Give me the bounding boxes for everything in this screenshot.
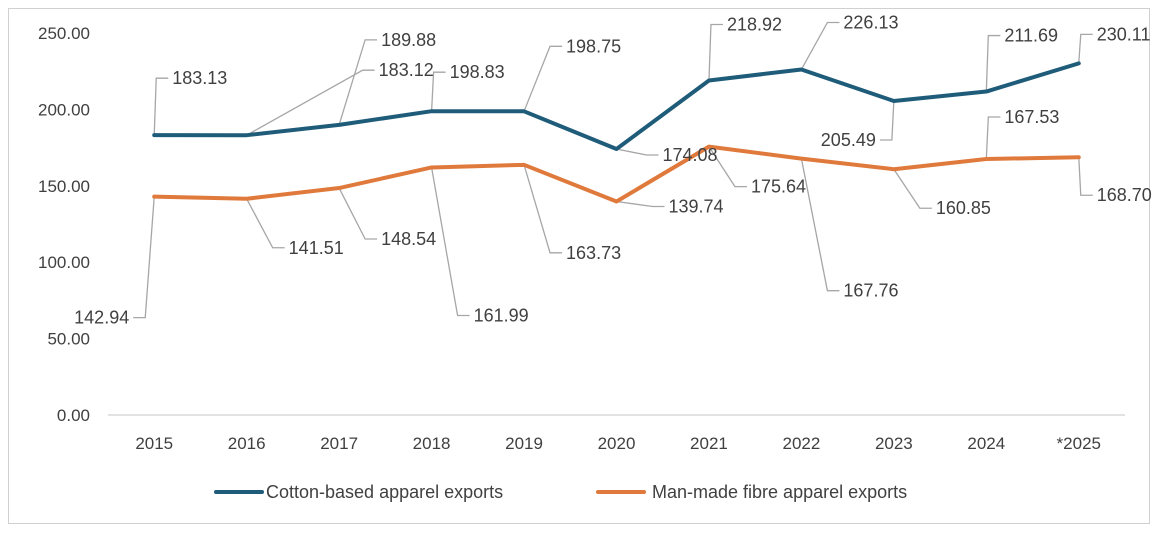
data-label: 183.13 xyxy=(172,68,227,88)
series-lines xyxy=(152,61,1081,204)
legend-label: Man-made fibre apparel exports xyxy=(652,482,907,502)
data-label: 218.92 xyxy=(727,14,782,34)
leader-line xyxy=(246,198,285,249)
data-label: 167.76 xyxy=(843,281,898,301)
legend-label: Cotton-based apparel exports xyxy=(266,482,503,502)
y-tick-label: 200.00 xyxy=(38,100,90,119)
leader-line xyxy=(246,69,375,136)
data-label: 174.08 xyxy=(663,145,718,165)
series-line xyxy=(152,61,1081,152)
leader-line xyxy=(616,200,665,208)
data-label: 161.99 xyxy=(474,305,529,325)
leader-line xyxy=(523,45,563,112)
leader-line xyxy=(430,71,446,112)
leader-line xyxy=(1078,33,1093,64)
x-tick-label: 2024 xyxy=(967,434,1005,453)
data-label: 198.83 xyxy=(450,62,505,82)
x-tick-label: 2022 xyxy=(782,434,820,453)
x-axis: 2015 2016 2017 2018 2019 2020 2021 2022 2023 2024… xyxy=(135,434,1101,453)
leader-line xyxy=(800,21,840,70)
data-label: 141.51 xyxy=(289,238,344,258)
data-label: 226.13 xyxy=(843,12,898,32)
y-tick-label: 100.00 xyxy=(38,253,90,272)
leader-line xyxy=(523,164,563,254)
leader-line xyxy=(133,196,155,319)
x-tick-label: 2015 xyxy=(135,434,173,453)
leader-line xyxy=(708,23,723,81)
y-tick-label: 250.00 xyxy=(38,24,90,43)
series-line xyxy=(152,144,1081,204)
leader-line xyxy=(879,100,895,141)
leader-line xyxy=(893,168,932,209)
data-label: 142.94 xyxy=(74,308,129,328)
x-tick-label: 2021 xyxy=(690,434,728,453)
data-label: 230.11 xyxy=(1097,24,1151,44)
x-tick-label: 2020 xyxy=(598,434,636,453)
x-tick-label: 2016 xyxy=(228,434,266,453)
leader-line xyxy=(153,77,169,136)
x-tick-label: *2025 xyxy=(1057,434,1101,453)
y-axis: 0.00 50.00 100.00 150.00 200.00 250.00 xyxy=(38,24,90,425)
leader-line xyxy=(430,167,470,317)
x-tick-label: 2023 xyxy=(875,434,913,453)
leader-line xyxy=(338,39,378,126)
data-label: 139.74 xyxy=(669,196,724,216)
y-tick-label: 150.00 xyxy=(38,177,90,196)
y-tick-label: 0.00 xyxy=(57,406,90,425)
data-label: 167.53 xyxy=(1004,107,1059,127)
data-label: 168.70 xyxy=(1097,185,1152,205)
leader-line xyxy=(800,158,840,292)
data-label: 189.88 xyxy=(381,30,436,50)
leader-line xyxy=(1078,157,1093,196)
x-tick-label: 2017 xyxy=(320,434,358,453)
data-label: 211.69 xyxy=(1004,26,1058,46)
x-tick-label: 2018 xyxy=(413,434,451,453)
leader-line xyxy=(985,116,1001,160)
leader-lines xyxy=(133,21,1093,319)
data-label: 205.49 xyxy=(821,130,876,150)
leader-line xyxy=(708,146,747,188)
legend: Cotton-based apparel exports Man-made fib… xyxy=(214,482,907,502)
data-label: 183.12 xyxy=(379,60,434,80)
leader-line xyxy=(338,187,378,240)
leader-line xyxy=(616,148,659,156)
data-label: 175.64 xyxy=(751,177,806,197)
y-tick-label: 50.00 xyxy=(47,330,90,349)
x-tick-label: 2019 xyxy=(505,434,543,453)
data-label: 160.85 xyxy=(936,198,991,218)
data-label: 198.75 xyxy=(566,36,621,56)
data-label: 163.73 xyxy=(566,243,621,263)
data-labels: 183.13 183.12 189.88 198.83 198.75 174.08 218.… xyxy=(74,12,1152,327)
data-label: 148.54 xyxy=(381,229,436,249)
leader-line xyxy=(985,34,1001,92)
